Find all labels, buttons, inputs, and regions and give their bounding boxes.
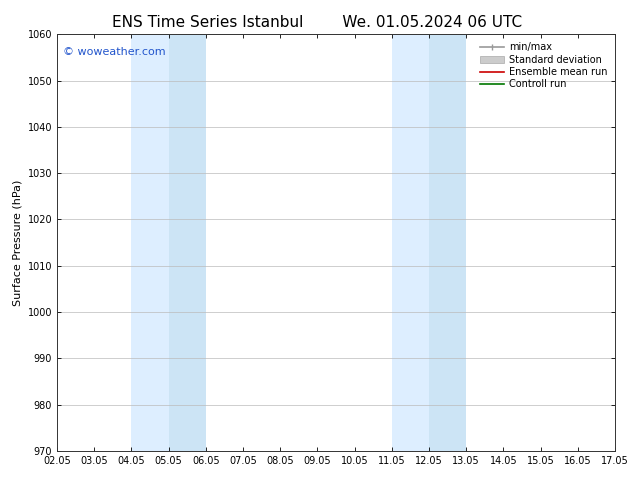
Text: ENS Time Series Istanbul        We. 01.05.2024 06 UTC: ENS Time Series Istanbul We. 01.05.2024 … bbox=[112, 15, 522, 30]
Bar bbox=[392, 34, 429, 451]
Y-axis label: Surface Pressure (hPa): Surface Pressure (hPa) bbox=[12, 179, 22, 306]
Bar bbox=[429, 34, 466, 451]
Bar bbox=[131, 34, 169, 451]
Legend: min/max, Standard deviation, Ensemble mean run, Controll run: min/max, Standard deviation, Ensemble me… bbox=[477, 39, 610, 92]
Bar bbox=[169, 34, 206, 451]
Text: © woweather.com: © woweather.com bbox=[63, 47, 165, 57]
